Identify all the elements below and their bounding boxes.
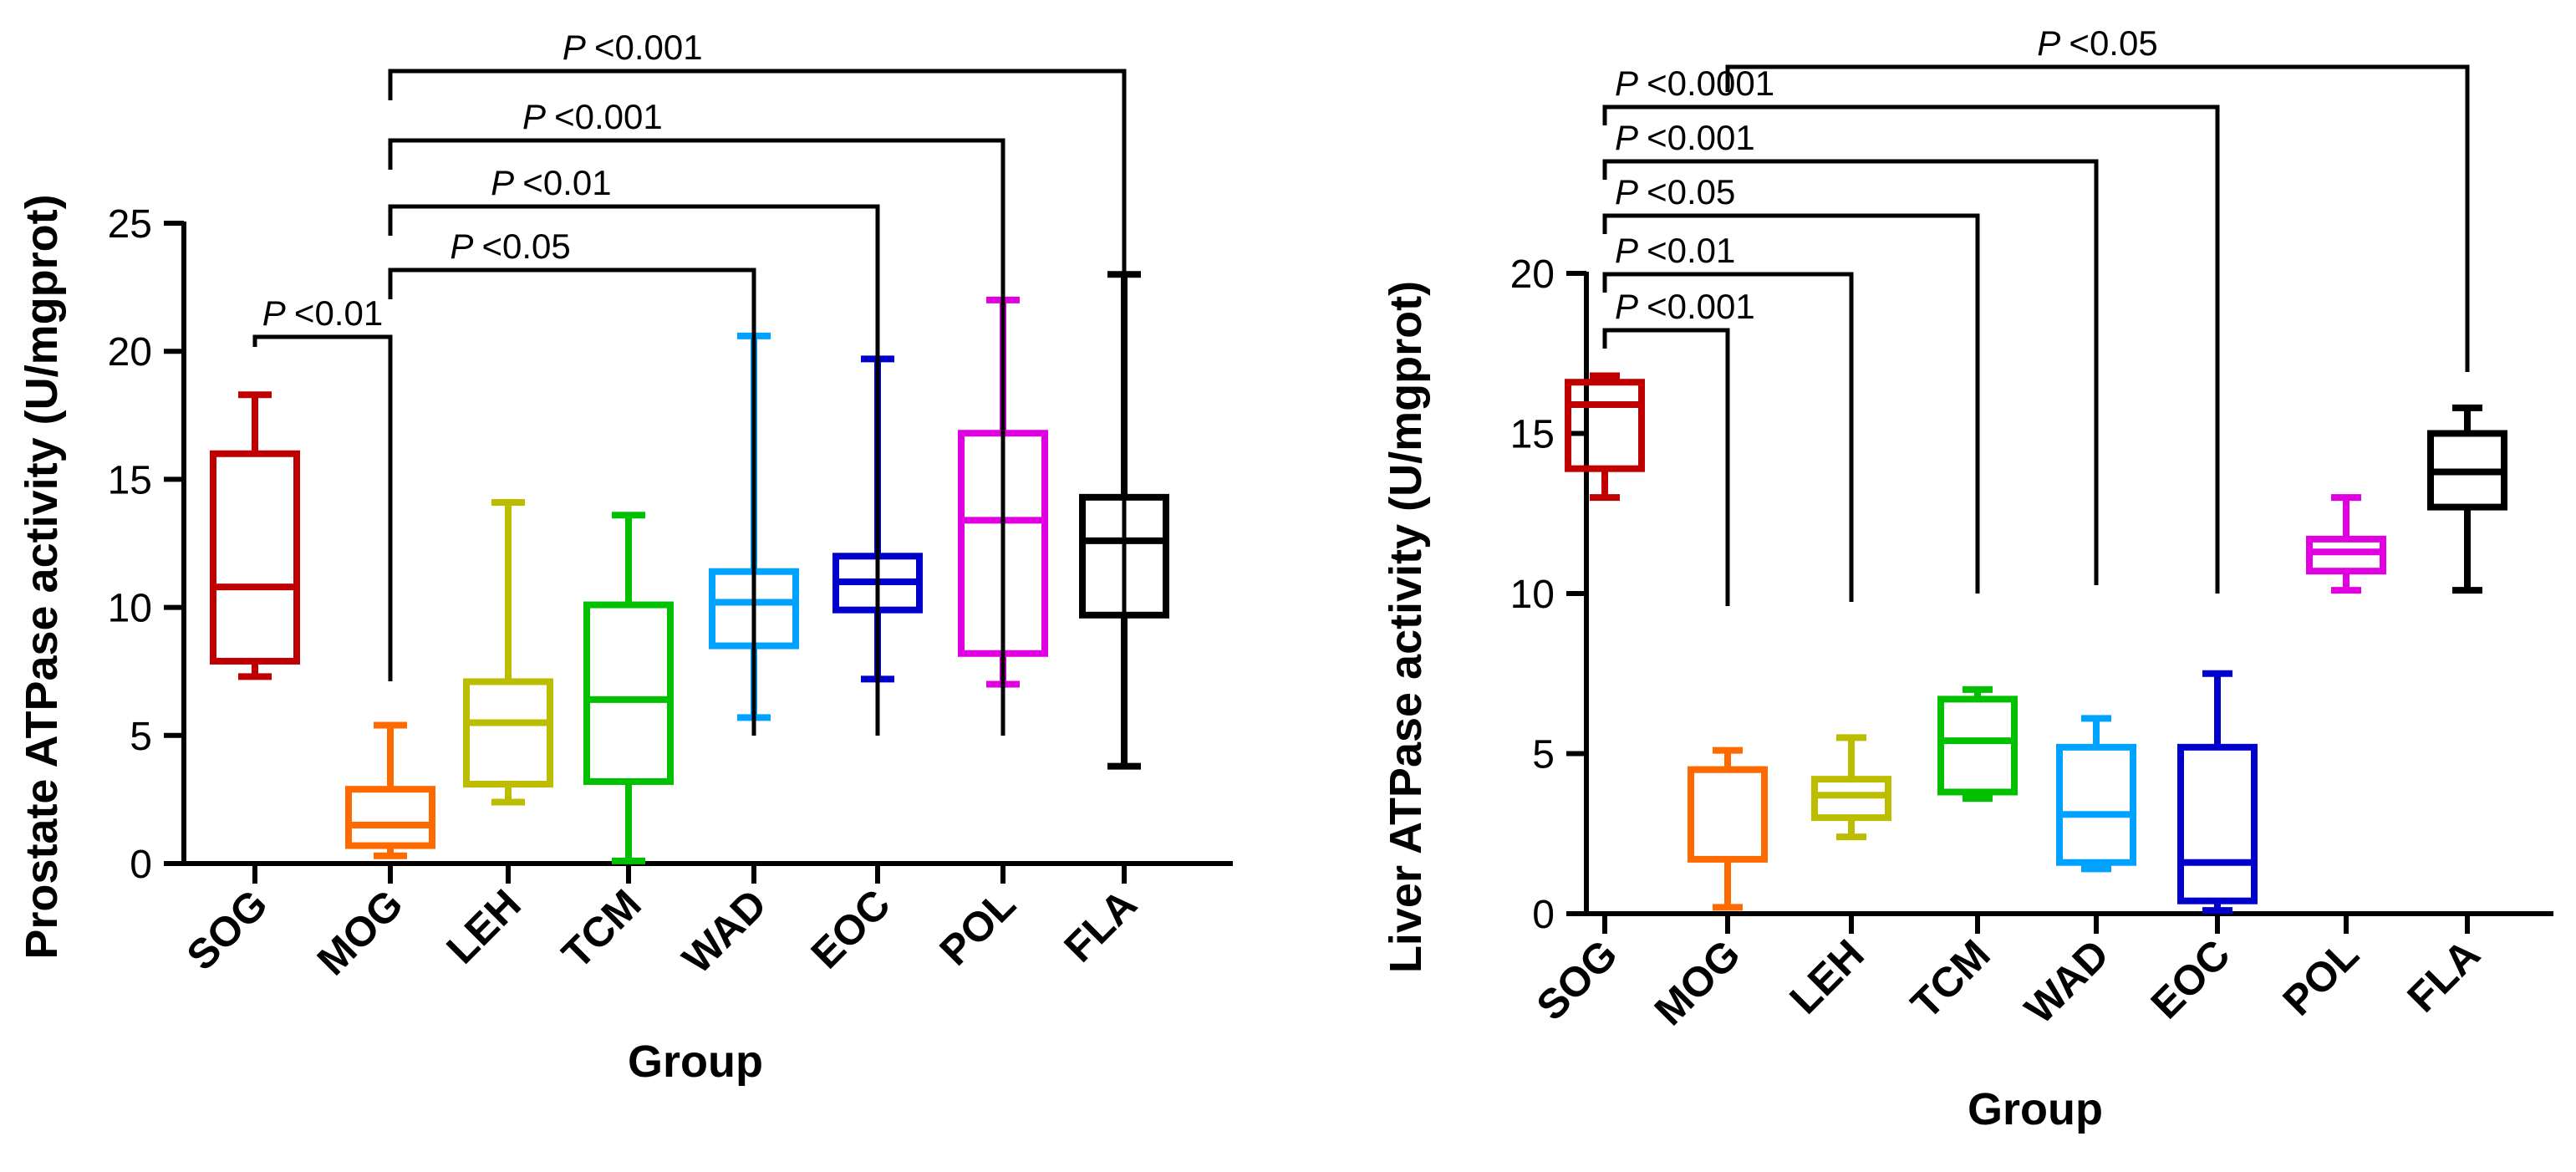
bracket-line [1602,159,2099,585]
box-sog [1565,372,1645,502]
prostate-atpase-chart: 0 5 10 15 20 25 SOG MOG LEH TCM WAD EOC POL FLA Prosta… [17,28,1233,1087]
box-mog [1688,747,1768,911]
significance-bracket: P <0.05 [388,227,756,736]
category-label: MOG [1646,930,1749,1034]
y-axis-title: Liver ATPase activity (U/mgprot) [1381,281,1431,973]
category-label: LEH [1780,930,1872,1022]
bracket-line [1602,328,1730,606]
y-tick-label: 10 [1510,573,1555,617]
y-tick-label: 20 [108,330,152,375]
box-iqr [463,678,553,788]
y-axis-title: Prostate ATPase activity (U/mgprot) [17,194,67,959]
bracket-line [388,204,880,736]
box-eoc [2177,670,2258,915]
y-tick-label: 5 [1532,733,1555,777]
x-axis-title: Group [628,1037,763,1087]
y-tick-label: 0 [130,843,152,887]
y-tick-label: 15 [1510,413,1555,457]
category-label: SOG [178,880,277,979]
p-value-label: P <0.01 [1615,231,1735,270]
significance-bracket: P <0.001 [388,97,1005,736]
box-iqr [2056,743,2136,866]
x-axis-title: Group [1968,1084,2103,1134]
significance-bracket: P <0.01 [1602,231,1854,602]
box-iqr [1688,766,1768,863]
bracket-line [1602,104,2220,594]
bracket-line [252,334,393,681]
category-label: FLA [1055,880,1145,971]
y-tick-label: 20 [1510,252,1555,297]
bracket-line [388,69,1127,736]
category-label: LEH [437,880,529,972]
liver-atpase-chart: 0 5 10 15 20 SOG MOG LEH TCM WAD EOC POL FLA Liver AT… [1381,23,2553,1134]
box-sog [210,391,300,680]
y-tick-label: 15 [108,458,152,502]
box-tcm [1937,685,2018,803]
significance-bracket: P <0.0001 [1602,64,2220,594]
p-value-label: P <0.0001 [1615,64,1774,103]
p-value-label: P <0.001 [563,28,703,67]
category-label: TCM [1902,930,1999,1027]
p-value-label: P <0.01 [491,163,611,202]
significance-bracket: P <0.001 [1602,118,2099,585]
significance-bracket: P <0.05 [1602,172,1980,594]
p-value-label: P <0.001 [1615,118,1755,157]
box-iqr [583,601,674,785]
p-value-label: P <0.05 [450,227,570,266]
category-label: WAD [674,880,776,982]
box-iqr [345,786,435,849]
box-tcm [583,512,674,864]
significance-bracket: P <0.01 [252,293,393,681]
significance-bracket: P <0.001 [1602,287,1755,606]
category-label: POL [2273,930,2367,1024]
box-mog [345,721,435,859]
y-tick-label: 0 [1532,893,1555,937]
category-label: POL [930,880,1024,974]
box-leh [463,498,553,806]
category-label: TCM [553,880,650,977]
bracket-line [1602,213,1980,594]
y-tick-label: 10 [108,587,152,631]
bracket-line [388,268,756,736]
category-label: WAD [2016,930,2118,1032]
box-iqr [210,450,300,665]
category-label: FLA [2398,930,2488,1021]
box-iqr [2177,743,2258,904]
p-value-label: P <0.001 [522,97,663,136]
box-iqr [1565,379,1645,472]
significance-bracket: P <0.05 [1725,23,2470,372]
p-value-label: P <0.05 [2037,23,2157,63]
significance-bracket: P <0.01 [388,163,880,736]
box-leh [1811,734,1891,841]
y-tick-label: 25 [108,202,152,247]
bracket-line [388,138,1005,736]
bracket-line [1602,272,1854,602]
box-wad [2056,715,2136,873]
box-pol [2306,494,2386,594]
category-label: EOC [2142,930,2239,1027]
bracket-line [1725,64,2470,372]
category-label: SOG [1528,930,1627,1029]
p-value-label: P <0.01 [262,293,383,333]
p-value-label: P <0.001 [1615,287,1755,326]
y-tick-label: 5 [130,715,152,759]
category-label: EOC [802,880,899,977]
significance-bracket: P <0.001 [388,28,1127,736]
category-label: MOG [308,880,412,984]
p-value-label: P <0.05 [1615,172,1735,211]
box-fla [2427,404,2507,594]
box-iqr [1937,696,2018,796]
